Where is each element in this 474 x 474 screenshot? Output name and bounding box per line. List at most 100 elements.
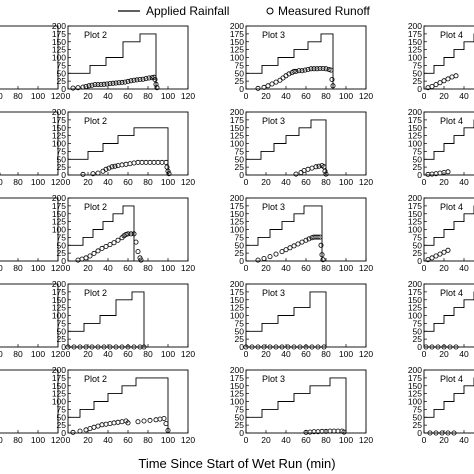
runoff-point	[273, 79, 279, 85]
plot-label: Plot 4	[440, 116, 463, 126]
x-tick-label: 60	[123, 263, 133, 273]
runoff-point	[87, 426, 93, 432]
runoff-point	[437, 80, 443, 86]
y-tick-label: 150	[230, 381, 244, 391]
y-tick-label: 125	[230, 45, 244, 55]
panel-r2-c4: 0255075100125150175200020406080100120Plo…	[408, 107, 474, 187]
y-tick-label: 0	[61, 428, 66, 438]
y-tick-label: 50	[57, 326, 67, 336]
runoff-point	[261, 255, 267, 261]
runoff-point	[429, 255, 435, 261]
y-tick-label: 150	[408, 209, 422, 219]
x-tick-label: 0	[66, 435, 71, 445]
runoff-point	[107, 421, 113, 427]
x-tick-label: 100	[339, 435, 353, 445]
y-tick-label: 100	[408, 53, 422, 63]
runoff-point	[123, 161, 129, 167]
x-tick-label: 80	[13, 177, 23, 187]
y-tick-label: 175	[230, 29, 244, 39]
runoff-point	[119, 79, 125, 85]
runoff-point	[302, 67, 308, 73]
y-tick-label: 0	[239, 428, 244, 438]
runoff-point	[163, 421, 169, 427]
x-tick-label: 20	[261, 263, 271, 273]
x-tick-label: 20	[439, 263, 449, 273]
runoff-point	[255, 257, 261, 263]
y-tick-label: 200	[52, 193, 66, 203]
runoff-point	[83, 255, 89, 261]
runoff-point	[309, 344, 315, 350]
runoff-point	[127, 161, 133, 167]
runoff-point	[98, 82, 104, 88]
runoff-point	[122, 79, 128, 85]
runoff-point	[161, 415, 167, 421]
runoff-point	[316, 163, 322, 169]
runoff-point	[423, 344, 429, 350]
x-tick-label: 120	[51, 91, 65, 101]
rainfall-line	[424, 377, 474, 418]
runoff-point	[80, 84, 86, 90]
runoff-point	[83, 427, 89, 433]
y-tick-label: 100	[408, 311, 422, 321]
y-tick-label: 175	[408, 373, 422, 383]
y-tick-label: 100	[52, 139, 66, 149]
y-tick-label: 125	[52, 217, 66, 227]
runoff-point	[433, 253, 439, 259]
x-tick-label: 120	[51, 177, 65, 187]
runoff-point	[141, 418, 147, 424]
y-tick-label: 175	[230, 115, 244, 125]
runoff-point	[261, 344, 267, 350]
runoff-point	[83, 344, 89, 350]
x-tick-label: 60	[0, 435, 3, 445]
x-tick-label: 60	[301, 263, 311, 273]
x-tick-label: 100	[31, 177, 45, 187]
y-tick-label: 25	[235, 162, 245, 172]
x-tick-label: 100	[31, 349, 45, 359]
y-tick-label: 100	[52, 397, 66, 407]
y-tick-label: 175	[230, 373, 244, 383]
y-tick-label: 75	[413, 232, 423, 242]
legend: Applied Rainfall Measured Runoff	[118, 4, 371, 18]
x-tick-label: 120	[181, 435, 195, 445]
runoff-point	[267, 254, 273, 260]
runoff-point	[321, 344, 327, 350]
x-tick-label: 40	[281, 349, 291, 359]
runoff-point	[80, 171, 86, 177]
runoff-point	[439, 430, 445, 436]
x-tick-label: 80	[143, 349, 153, 359]
runoff-point	[113, 80, 119, 86]
runoff-point	[280, 75, 286, 81]
y-tick-label: 75	[235, 404, 245, 414]
runoff-point	[255, 85, 261, 91]
runoff-point	[134, 77, 140, 83]
runoff-point	[437, 251, 443, 257]
y-tick-label: 50	[413, 154, 423, 164]
y-tick-label: 75	[413, 404, 423, 414]
runoff-point	[320, 66, 326, 72]
runoff-point	[309, 165, 315, 171]
runoff-point	[311, 66, 317, 72]
y-tick-label: 100	[230, 311, 244, 321]
y-tick-label: 75	[235, 232, 245, 242]
y-tick-label: 100	[408, 225, 422, 235]
runoff-point	[128, 78, 134, 84]
runoff-point	[166, 171, 172, 177]
runoff-point	[315, 344, 321, 350]
y-tick-label: 25	[57, 76, 67, 86]
y-tick-label: 150	[230, 123, 244, 133]
x-tick-label: 40	[459, 349, 469, 359]
rainfall-line	[246, 377, 347, 433]
y-tick-label: 0	[61, 342, 66, 352]
x-tick-label: 60	[123, 435, 133, 445]
y-tick-label: 175	[52, 373, 66, 383]
runoff-point	[441, 78, 447, 84]
x-tick-label: 20	[83, 177, 93, 187]
runoff-point	[445, 247, 451, 253]
runoff-point	[106, 165, 112, 171]
x-tick-label: 40	[281, 177, 291, 187]
plot-label: Plot 4	[440, 202, 463, 212]
